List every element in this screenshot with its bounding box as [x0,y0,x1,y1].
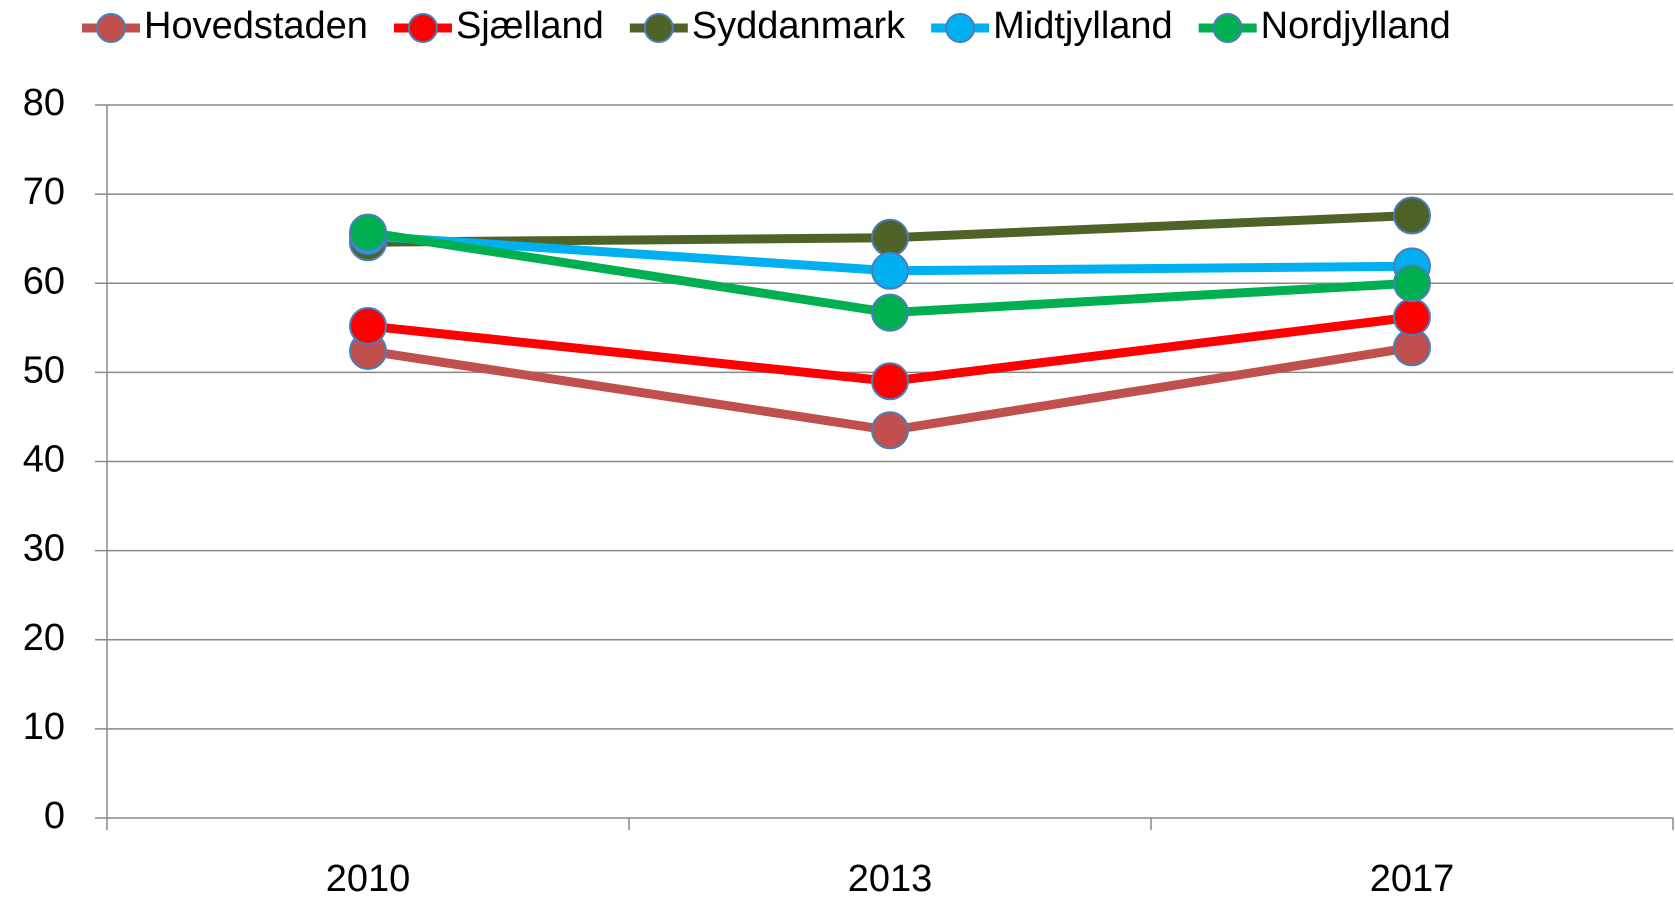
data-point [871,218,909,257]
legend-marker [1212,13,1243,43]
y-tick-label: 20 [23,617,65,659]
x-tick-label: 2017 [1370,858,1455,900]
legend-marker [945,13,976,43]
data-point [871,411,909,450]
y-tick-label: 60 [23,260,65,302]
y-tick-label: 30 [23,528,65,570]
legend-label: Syddanmark [692,5,906,47]
legend-label: Hovedstaden [144,5,368,47]
legend-label: Nordjylland [1261,5,1451,47]
legend-label: Midtjylland [993,5,1173,47]
y-tick-label: 0 [44,795,65,837]
y-tick-label: 40 [23,439,65,481]
legend-label: Sjælland [456,5,604,47]
y-tick-label: 70 [23,171,65,213]
data-point [349,307,387,346]
y-tick-label: 50 [23,349,65,391]
y-tick-label: 10 [23,706,65,748]
legend-marker [643,13,674,43]
data-point [871,362,909,401]
data-point [1393,196,1431,235]
legend-marker [407,13,438,43]
x-tick-label: 2013 [848,858,933,900]
data-point [871,251,909,290]
data-point [349,213,387,252]
data-point [1393,264,1431,303]
data-point [1393,298,1431,337]
x-tick-label: 2010 [326,858,411,900]
data-point [871,293,909,332]
y-tick-label: 80 [23,82,65,124]
legend-marker [96,13,126,43]
